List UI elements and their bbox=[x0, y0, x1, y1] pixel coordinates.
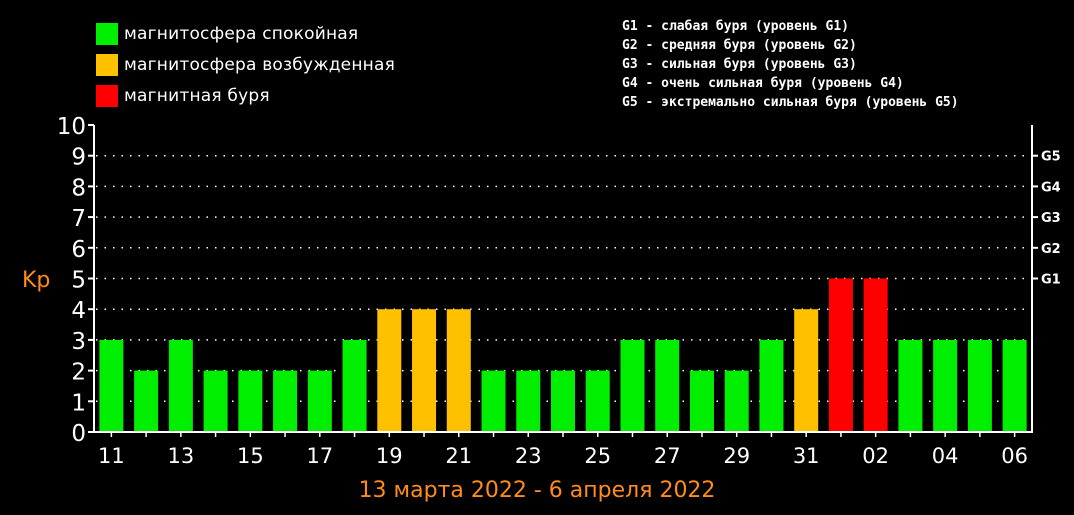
x-tick-label: 29 bbox=[723, 444, 750, 468]
bar-15 bbox=[238, 370, 263, 432]
y-tick-label: 8 bbox=[71, 175, 86, 201]
y-tick-label: 1 bbox=[71, 390, 86, 416]
bar-13 bbox=[168, 339, 193, 432]
bar-31 bbox=[794, 309, 819, 432]
bar-04 bbox=[933, 339, 958, 432]
x-tick-label: 13 bbox=[167, 444, 194, 468]
bar-19 bbox=[377, 309, 402, 432]
legend-swatch-storm bbox=[96, 84, 118, 107]
x-tick-label: 15 bbox=[237, 444, 264, 468]
storm-level-g1: G1 - слабая буря (уровень G1) bbox=[622, 19, 849, 34]
y-tick-label: 6 bbox=[71, 237, 86, 263]
x-tick-label: 02 bbox=[862, 444, 889, 468]
bar-16 bbox=[273, 370, 298, 432]
g-level-label: G5 bbox=[1041, 150, 1061, 165]
bar-26 bbox=[620, 339, 645, 432]
storm-level-g5: G5 - экстремально сильная буря (уровень … bbox=[622, 95, 959, 110]
storm-level-g4: G4 - очень сильная буря (уровень G4) bbox=[622, 76, 904, 91]
y-tick-label: 2 bbox=[71, 360, 86, 386]
g-level-label: G4 bbox=[1041, 180, 1061, 195]
legend-item-active: магнитосфера возбужденная bbox=[96, 49, 395, 80]
bar-12 bbox=[134, 370, 159, 432]
storm-level-g2: G2 - средняя буря (уровень G2) bbox=[622, 38, 857, 53]
y-tick-label: 3 bbox=[71, 329, 86, 355]
x-axis-label: 13 марта 2022 - 6 апреля 2022 bbox=[358, 478, 716, 503]
bar-11 bbox=[99, 339, 124, 432]
x-tick-label: 23 bbox=[515, 444, 542, 468]
bar-03 bbox=[898, 339, 923, 432]
bar-17 bbox=[307, 370, 332, 432]
bar-20 bbox=[412, 309, 437, 432]
legend-item-quiet: магнитосфера спокойная bbox=[96, 18, 395, 49]
x-tick-label: 31 bbox=[793, 444, 820, 468]
y-tick-label: 7 bbox=[71, 206, 86, 232]
activity-legend: магнитосфера спокойная магнитосфера возб… bbox=[96, 18, 395, 111]
y-tick-label: 4 bbox=[71, 298, 86, 324]
y-tick-label: 0 bbox=[71, 421, 86, 447]
storm-level-g3: G3 - сильная буря (уровень G3) bbox=[622, 57, 857, 72]
legend-label-active: магнитосфера возбужденная bbox=[124, 54, 395, 75]
bar-29 bbox=[724, 370, 749, 432]
storm-level-legend: G1 - слабая буря (уровень G1) G2 - средн… bbox=[622, 19, 959, 114]
g-level-label: G1 bbox=[1041, 273, 1061, 288]
bar-18 bbox=[342, 339, 367, 432]
x-tick-label: 06 bbox=[1001, 444, 1028, 468]
bar-14 bbox=[203, 370, 228, 432]
bar-30 bbox=[759, 339, 784, 432]
bar-22 bbox=[481, 370, 506, 432]
g-level-label: G3 bbox=[1041, 211, 1061, 226]
y-tick-label: 5 bbox=[71, 268, 86, 294]
x-tick-label: 04 bbox=[932, 444, 959, 468]
bar-02 bbox=[863, 278, 888, 432]
x-tick-label: 27 bbox=[654, 444, 681, 468]
bar-21 bbox=[446, 309, 471, 432]
bar-27 bbox=[655, 339, 680, 432]
legend-item-storm: магнитная буря bbox=[96, 80, 395, 111]
legend-swatch-quiet bbox=[96, 22, 118, 45]
legend-swatch-active bbox=[96, 53, 118, 76]
bar-01 bbox=[828, 278, 853, 432]
y-tick-label: 10 bbox=[57, 114, 86, 140]
x-tick-label: 19 bbox=[376, 444, 403, 468]
bar-24 bbox=[551, 370, 575, 432]
y-tick-label: 9 bbox=[71, 145, 86, 171]
x-tick-label: 25 bbox=[584, 444, 611, 468]
bar-28 bbox=[689, 370, 714, 432]
legend-label-storm: магнитная буря bbox=[124, 85, 270, 106]
bar-05 bbox=[967, 339, 992, 432]
bar-23 bbox=[516, 370, 541, 432]
bar-25 bbox=[585, 370, 610, 432]
x-tick-label: 17 bbox=[306, 444, 333, 468]
x-tick-label: 11 bbox=[98, 444, 125, 468]
legend-label-quiet: магнитосфера спокойная bbox=[124, 23, 359, 44]
x-tick-label: 21 bbox=[445, 444, 472, 468]
g-level-label: G2 bbox=[1041, 242, 1061, 257]
bar-06 bbox=[1002, 339, 1027, 432]
y-axis-label: Kp bbox=[22, 268, 51, 293]
